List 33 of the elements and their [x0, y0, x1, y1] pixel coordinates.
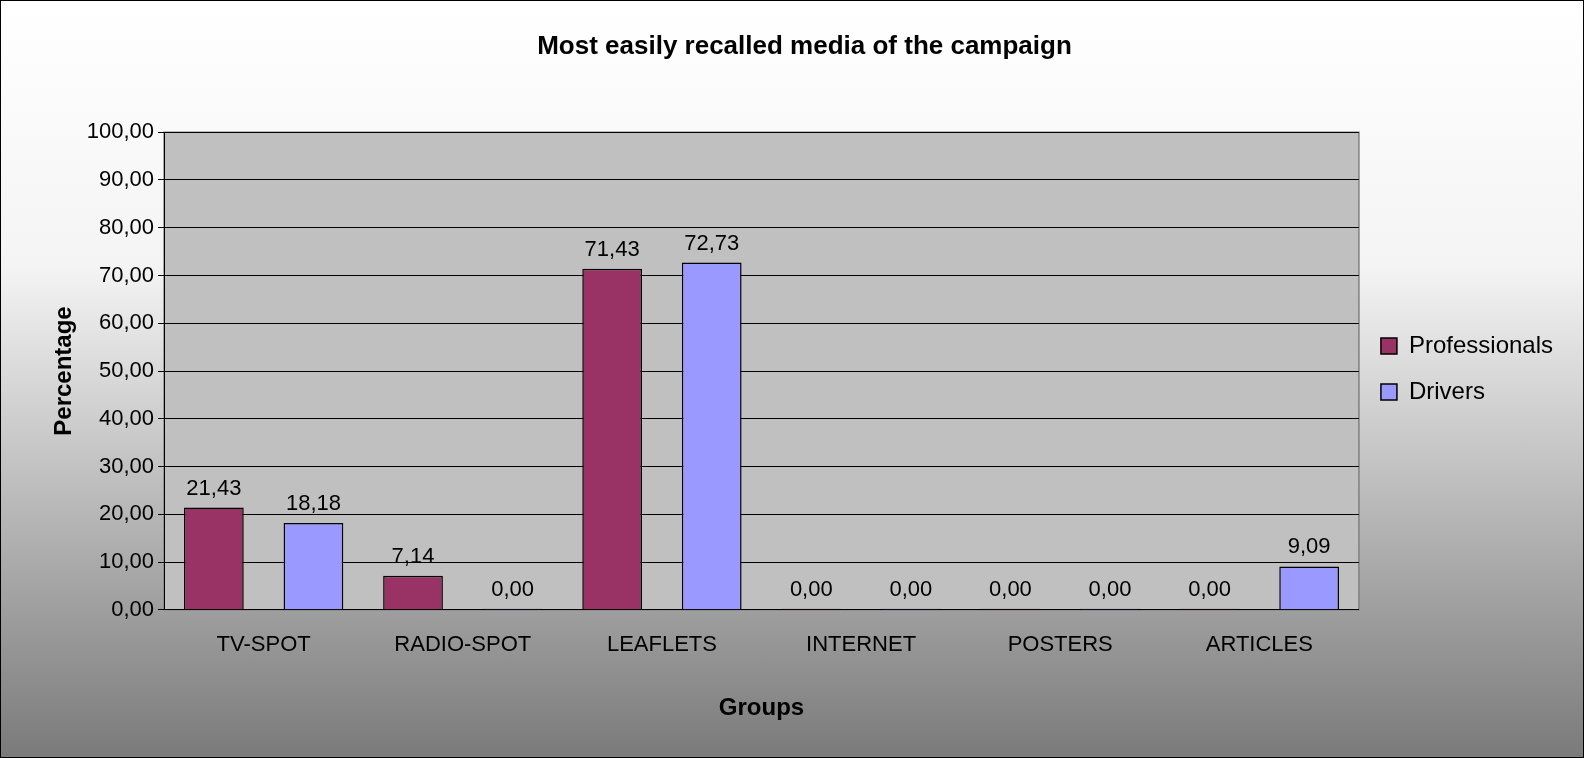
y-tick-label: 30,00: [99, 452, 155, 478]
data-label: 71,43: [584, 235, 640, 261]
data-label: 0,00: [989, 575, 1032, 601]
data-label: 0,00: [789, 575, 833, 601]
data-label: 72,73: [684, 229, 740, 255]
legend-label: Professionals: [1408, 330, 1554, 358]
data-label: 9,09: [1287, 533, 1331, 559]
y-tick-label: 100,00: [86, 118, 155, 144]
data-label: 21,43: [186, 474, 242, 500]
x-tick-label: ARTICLES: [1205, 631, 1313, 657]
y-tick-label: 10,00: [99, 548, 155, 574]
x-tick-label: LEAFLETS: [606, 631, 717, 657]
y-tick-label: 40,00: [99, 404, 155, 430]
y-tick-label: 0,00: [111, 595, 155, 621]
x-tick-label: TV-SPOT: [216, 631, 311, 657]
legend-label: Drivers: [1408, 376, 1485, 404]
y-tick-label: 60,00: [99, 309, 155, 335]
x-axis-title: Groups: [718, 693, 805, 721]
y-tick-label: 50,00: [99, 357, 155, 383]
data-label: 0,00: [889, 575, 933, 601]
y-tick-label: 90,00: [99, 166, 155, 192]
y-tick-label: 20,00: [99, 500, 155, 526]
data-label: 0,00: [1088, 575, 1132, 601]
data-label: 0,00: [491, 575, 534, 601]
y-tick-label: 70,00: [99, 261, 155, 287]
data-label: 0,00: [1188, 575, 1231, 601]
y-tick-label: 80,00: [99, 213, 155, 239]
x-tick-label: POSTERS: [1007, 631, 1113, 657]
x-tick-label: INTERNET: [806, 631, 917, 657]
chart-title: Most easily recalled media of the campaign: [537, 29, 1072, 60]
data-label: 18,18: [285, 490, 341, 516]
x-tick-label: RADIO-SPOT: [394, 631, 532, 657]
y-axis-title: Percentage: [49, 306, 77, 436]
